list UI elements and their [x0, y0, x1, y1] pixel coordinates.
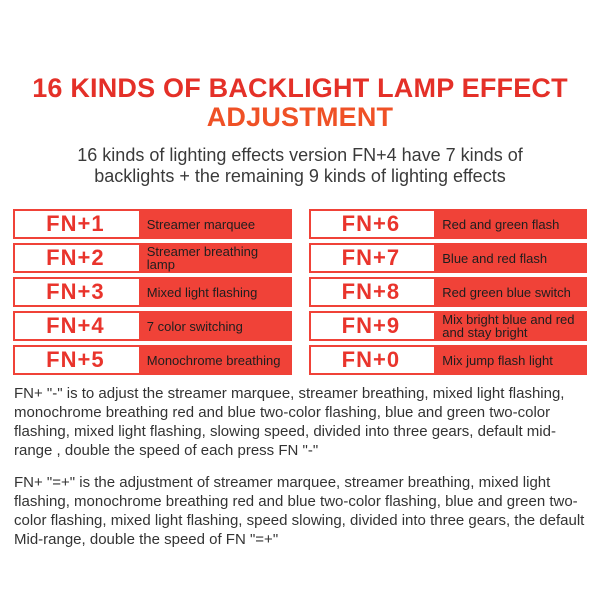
- table-row: FN+2 Streamer breathing lamp: [13, 243, 292, 273]
- table-row: FN+0 Mix jump flash light: [308, 345, 587, 375]
- effect-label: Blue and red flash: [431, 245, 585, 271]
- effect-label: Streamer marquee: [135, 211, 290, 237]
- fn-key-label: FN+0: [310, 347, 432, 373]
- table-row: FN+7 Blue and red flash: [308, 243, 587, 273]
- table-row: FN+1 Streamer marquee: [13, 209, 292, 239]
- effect-label: Monochrome breathing: [135, 347, 290, 373]
- effects-tables: FN+1 Streamer marquee FN+2 Streamer brea…: [0, 209, 600, 375]
- effect-label: Mixed light flashing: [135, 279, 290, 305]
- table-row: FN+8 Red green blue switch: [308, 277, 587, 307]
- effects-table-left: FN+1 Streamer marquee FN+2 Streamer brea…: [13, 209, 292, 375]
- table-row: FN+4 7 color switching: [13, 311, 292, 341]
- page-subtitle: 16 kinds of lighting effects version FN+…: [77, 145, 523, 186]
- table-row: FN+9 Mix bright blue and red and stay br…: [308, 311, 587, 341]
- page-title: 16 KINDS OF BACKLIGHT LAMP EFFECT ADJUST…: [0, 74, 600, 132]
- effects-table-right: FN+6 Red and green flash FN+7 Blue and r…: [308, 209, 587, 375]
- effect-label: Mix bright blue and red and stay bright: [431, 313, 585, 339]
- page-title-line2: ADJUSTMENT: [206, 102, 394, 132]
- effect-label: Streamer breathing lamp: [135, 245, 290, 271]
- effect-label: Mix jump flash light: [431, 347, 585, 373]
- fn-key-label: FN+4: [15, 313, 136, 339]
- fn-key-label: FN+3: [15, 279, 136, 305]
- fn-key-label: FN+9: [310, 313, 432, 339]
- fn-key-label: FN+6: [310, 211, 432, 237]
- note-paragraph-1: FN+ "-" is to adjust the streamer marque…: [14, 385, 565, 459]
- fn-key-label: FN+8: [310, 279, 432, 305]
- table-row: FN+6 Red and green flash: [308, 209, 587, 239]
- table-row: FN+3 Mixed light flashing: [13, 277, 292, 307]
- fn-key-label: FN+2: [15, 245, 136, 271]
- fn-key-label: FN+1: [15, 211, 136, 237]
- notes-section: FN+ "-" is to adjust the streamer marque…: [0, 384, 600, 549]
- page-title-line1: 16 KINDS OF BACKLIGHT LAMP EFFECT: [32, 73, 568, 103]
- table-row: FN+5 Monochrome breathing: [13, 345, 292, 375]
- fn-key-label: FN+5: [15, 347, 136, 373]
- fn-key-label: FN+7: [310, 245, 432, 271]
- effect-label: Red and green flash: [431, 211, 585, 237]
- note-paragraph-2: FN+ "=+" is the adjustment of streamer m…: [14, 474, 585, 548]
- effect-label: Red green blue switch: [431, 279, 585, 305]
- effect-label: 7 color switching: [135, 313, 290, 339]
